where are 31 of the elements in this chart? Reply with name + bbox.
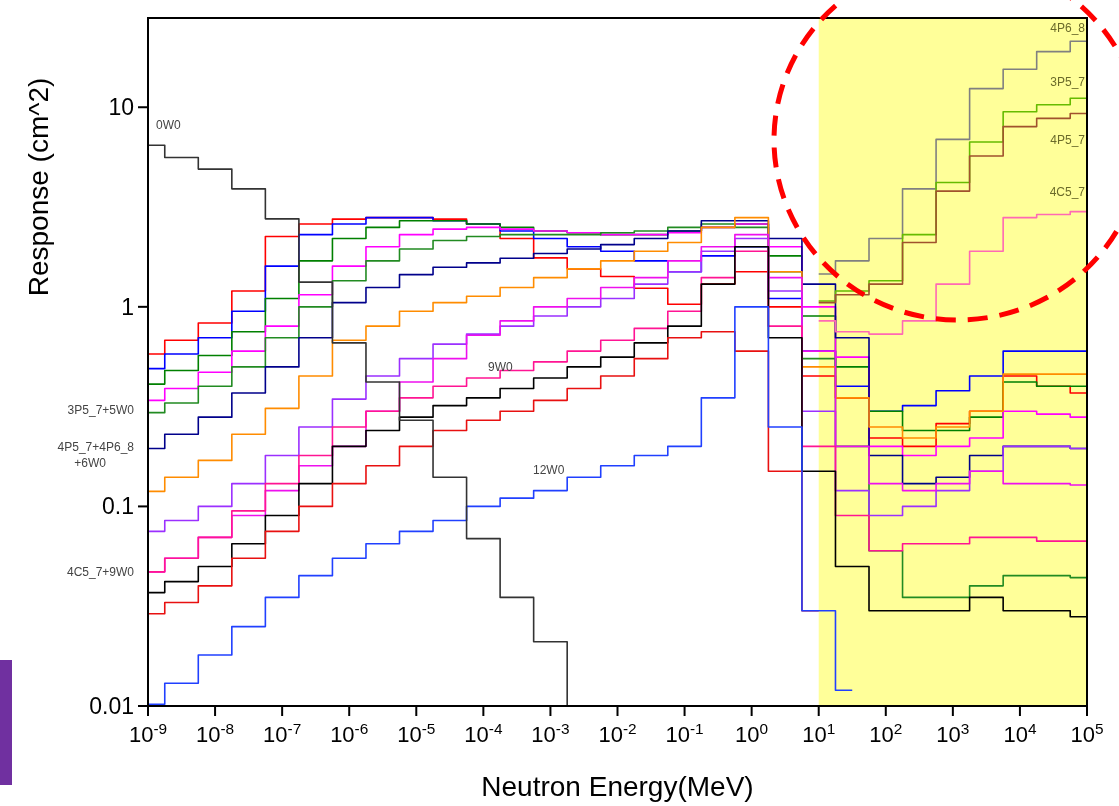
x-tick-label: 10$^{-1}$ [665, 719, 704, 747]
text: 4C5_7+9W0 [66, 565, 135, 579]
y-tick-label: 0.01 [89, 693, 134, 719]
x-tick-label: 10$^{-4}$ [464, 719, 503, 747]
x-tick-label: 10$^{5}$ [1070, 719, 1104, 747]
x-tick-label: 10$^{1}$ [802, 719, 836, 747]
text: 3P5_7+5W0 [67, 403, 135, 417]
y-tick-label: 0.1 [102, 493, 134, 520]
annotation: 4P6_8 [1050, 21, 1086, 35]
annotation: 3P5_7 [1050, 75, 1086, 89]
x-tick-label: 10$^{-6}$ [330, 719, 369, 747]
y-tick-label: 1 [121, 293, 134, 320]
annotation: 4P5_7 [1050, 133, 1086, 147]
x-tick-label: 10$^{-9}$ [128, 719, 168, 747]
x-tick-label: 10$^{2}$ [869, 719, 903, 747]
annotation: 12W0 [533, 463, 565, 477]
annotation: 0W0 [156, 118, 181, 132]
x-axis-title: Neutron Energy(MeV) [481, 771, 754, 802]
x-tick-label: 10$^{-8}$ [195, 719, 235, 747]
x-tick-label: 10$^{-7}$ [263, 719, 302, 747]
x-tick-label: 10$^{-3}$ [531, 719, 570, 747]
x-tick-label: 10$^{0}$ [735, 719, 769, 747]
y-axis-title: Response (cm^2) [23, 77, 54, 297]
annotation: 9W0 [488, 360, 513, 374]
text: 4P5_7+4P6_8 +6W0 [57, 440, 135, 470]
x-tick-label: 10$^{3}$ [936, 719, 970, 747]
x-tick-label: 10$^{-2}$ [598, 719, 637, 747]
x-tick-label: 10$^{4}$ [1003, 719, 1037, 747]
x-tick-label: 10$^{-5}$ [397, 719, 436, 747]
y-tick-label: 10 [108, 94, 134, 121]
annotation: 4C5_7 [1049, 185, 1086, 199]
